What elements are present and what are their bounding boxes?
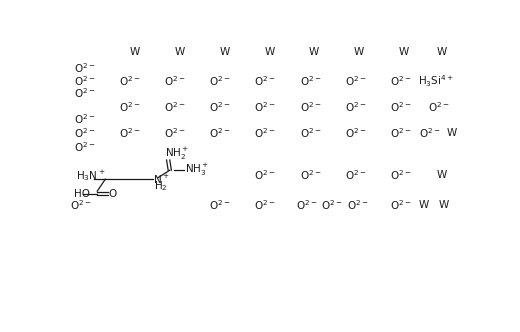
- Text: O$^{2-}$: O$^{2-}$: [74, 140, 96, 154]
- Text: O$^{2-}$: O$^{2-}$: [300, 100, 321, 114]
- Text: W: W: [174, 47, 185, 57]
- Text: O$^{2-}$: O$^{2-}$: [119, 74, 140, 88]
- Text: W: W: [219, 47, 230, 57]
- Text: O$^{2-}$: O$^{2-}$: [427, 100, 449, 114]
- Text: H$_3$Si$^{4+}$: H$_3$Si$^{4+}$: [418, 73, 454, 89]
- Text: O$^{2-}$: O$^{2-}$: [74, 61, 96, 75]
- Text: O$^{2-}$: O$^{2-}$: [390, 126, 411, 140]
- Text: O$^{2-}$: O$^{2-}$: [254, 198, 276, 211]
- Text: NH$_3^+$: NH$_3^+$: [185, 162, 209, 178]
- Text: W: W: [309, 47, 319, 57]
- Text: O: O: [108, 189, 116, 199]
- Text: O$^{2-}$: O$^{2-}$: [119, 100, 140, 114]
- Text: H$_3$N$^+$: H$_3$N$^+$: [76, 168, 106, 183]
- Text: W: W: [437, 47, 447, 57]
- Text: W: W: [419, 200, 429, 210]
- Text: W: W: [265, 47, 275, 57]
- Text: O$^{2-}$: O$^{2-}$: [254, 168, 276, 182]
- Text: O$^{2-}$: O$^{2-}$: [347, 198, 369, 211]
- Text: O$^{2-}$: O$^{2-}$: [345, 126, 366, 140]
- Text: O$^{2-}$: O$^{2-}$: [300, 168, 321, 182]
- Text: W: W: [439, 200, 449, 210]
- Text: O$^{2-}$: O$^{2-}$: [345, 74, 366, 88]
- Text: W: W: [398, 47, 409, 57]
- Text: O$^{2-}$: O$^{2-}$: [254, 74, 276, 88]
- Text: W: W: [354, 47, 365, 57]
- Text: O$^{2-}$: O$^{2-}$: [74, 113, 96, 126]
- Text: O$^{2-}$: O$^{2-}$: [345, 100, 366, 114]
- Text: N$^+$: N$^+$: [153, 173, 170, 186]
- Text: O$^{2-}$: O$^{2-}$: [345, 168, 366, 182]
- Text: O$^{2-}$: O$^{2-}$: [74, 126, 96, 140]
- Text: O$^{2-}$: O$^{2-}$: [119, 126, 140, 140]
- Text: O$^{2-}$: O$^{2-}$: [300, 126, 321, 140]
- Text: O$^{2-}$: O$^{2-}$: [74, 87, 96, 100]
- Text: HO: HO: [74, 189, 90, 199]
- Text: O$^{2-}$: O$^{2-}$: [164, 126, 186, 140]
- Text: O$^{2-}$: O$^{2-}$: [390, 198, 411, 211]
- Text: O$^{2-}$: O$^{2-}$: [321, 198, 343, 211]
- Text: O$^{2-}$: O$^{2-}$: [254, 126, 276, 140]
- Text: O$^{2-}$: O$^{2-}$: [295, 198, 317, 211]
- Text: O$^{2-}$: O$^{2-}$: [390, 168, 411, 182]
- Text: O$^{2-}$: O$^{2-}$: [209, 126, 231, 140]
- Text: NH$_2^+$: NH$_2^+$: [165, 145, 189, 162]
- Text: H$_2$: H$_2$: [154, 179, 168, 193]
- Text: O$^{2-}$: O$^{2-}$: [74, 74, 96, 88]
- Text: W: W: [447, 128, 457, 138]
- Text: O$^{2-}$: O$^{2-}$: [164, 100, 186, 114]
- Text: O$^{2-}$: O$^{2-}$: [70, 198, 92, 211]
- Text: W: W: [437, 170, 447, 180]
- Text: O$^{2-}$: O$^{2-}$: [209, 198, 231, 211]
- Text: O$^{2-}$: O$^{2-}$: [390, 74, 411, 88]
- Text: O$^{2-}$: O$^{2-}$: [419, 126, 440, 140]
- Text: O$^{2-}$: O$^{2-}$: [209, 74, 231, 88]
- Text: O$^{2-}$: O$^{2-}$: [390, 100, 411, 114]
- Text: W: W: [129, 47, 139, 57]
- Text: O$^{2-}$: O$^{2-}$: [209, 100, 231, 114]
- Text: O$^{2-}$: O$^{2-}$: [164, 74, 186, 88]
- Text: O$^{2-}$: O$^{2-}$: [254, 100, 276, 114]
- Text: O$^{2-}$: O$^{2-}$: [300, 74, 321, 88]
